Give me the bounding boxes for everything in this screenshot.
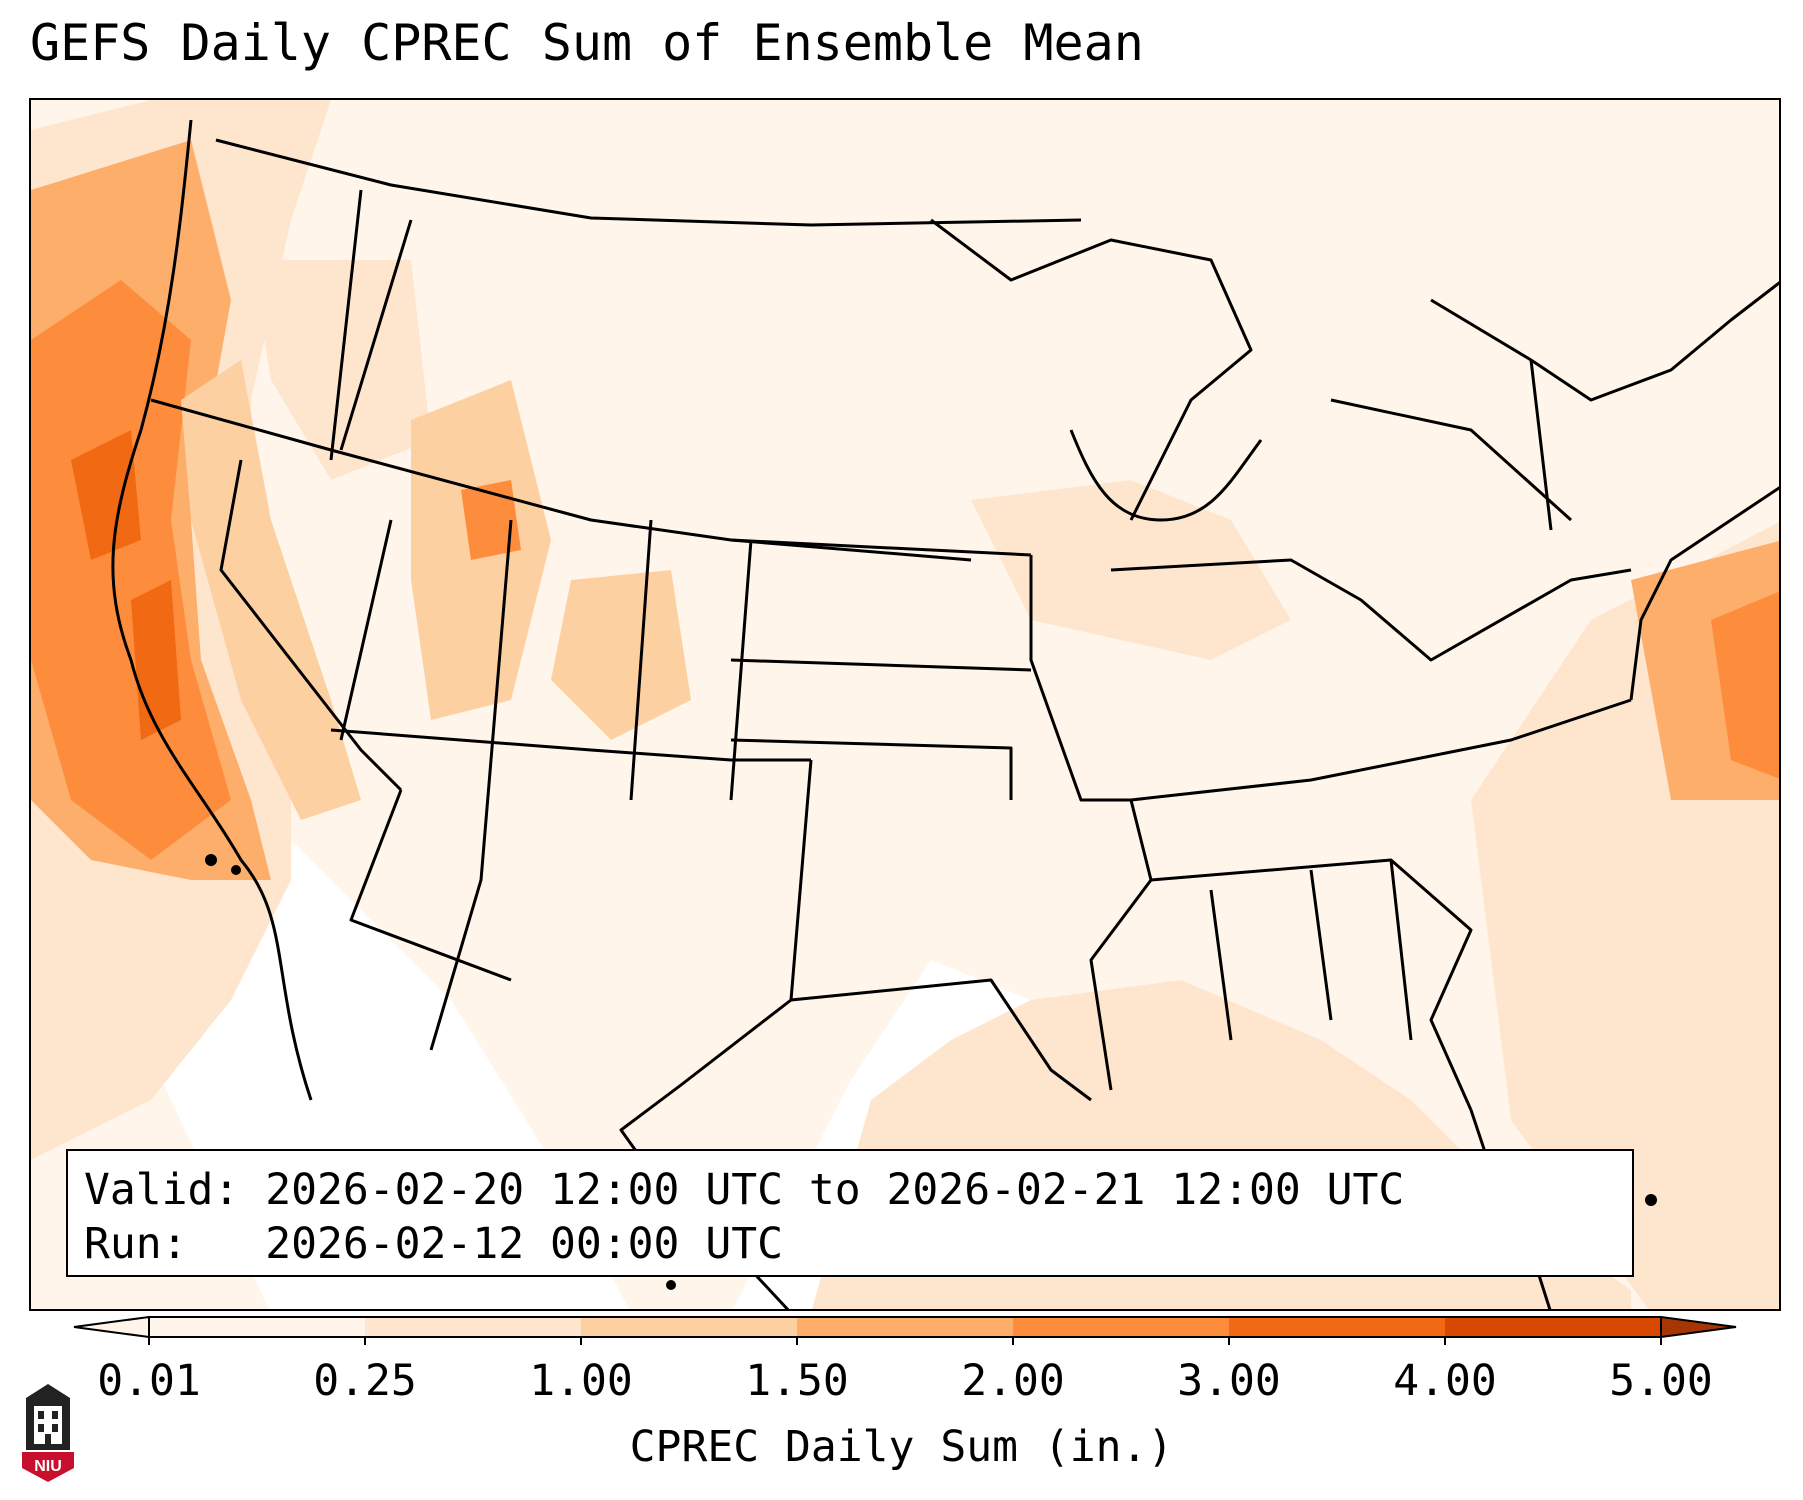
valid-run-info-box: Valid: 2026-02-20 12:00 UTC to 2026-02-2… (66, 1149, 1634, 1277)
colorbar-tick-label: 2.00 (961, 1356, 1065, 1406)
island (1645, 1194, 1657, 1206)
valid-time-text: Valid: 2026-02-20 12:00 UTC to 2026-02-2… (84, 1165, 1405, 1215)
state-boundary (1150, 858, 1473, 1111)
colorbar-label: CPREC Daily Sum (in.) (629, 1422, 1174, 1472)
state-boundary (1209, 859, 1413, 1041)
colorbar-extend-low (73, 1315, 150, 1339)
colorbar-segment (1229, 1317, 1446, 1337)
state-boundary (789, 759, 1092, 1102)
state-boundary (1430, 281, 1779, 402)
colorbar-tick-label: 1.50 (745, 1356, 849, 1406)
state-boundary (219, 459, 403, 792)
precip-area-sierra-nevada (181, 360, 361, 820)
chart-title: GEFS Daily CPREC Sum of Ensemble Mean (30, 14, 1144, 72)
state-boundary (150, 398, 972, 562)
state-boundary (1130, 698, 1632, 802)
state-boundary (1330, 359, 1573, 531)
colorbar-frame (148, 1316, 1662, 1338)
colorbar-tick-label: 1.00 (529, 1356, 633, 1406)
colorbar (73, 1315, 1737, 1345)
colorbar-segment (149, 1317, 366, 1337)
colorbar-tick-label: 5.00 (1609, 1356, 1713, 1406)
colorbar-tick-label: 3.00 (1177, 1356, 1281, 1406)
state-boundary (1110, 558, 1632, 662)
state-boundary (330, 728, 811, 982)
island (205, 854, 217, 866)
colorbar-extend-high (1660, 1315, 1737, 1339)
state-boundary (1629, 486, 1779, 701)
colorbar-segment (1013, 1317, 1230, 1337)
island (231, 865, 241, 875)
precip-map (31, 100, 1779, 1309)
colorbar-segment (581, 1317, 798, 1337)
niu-logo: NIU (22, 1384, 74, 1482)
precip-area-california-coast (31, 280, 231, 860)
colorbar-segment (365, 1317, 582, 1337)
run-time-text: Run: 2026-02-12 00:00 UTC (84, 1219, 783, 1269)
precip-area-colorado-rockies (551, 570, 691, 740)
state-boundary (215, 138, 1082, 227)
state-boundary (1069, 429, 1263, 522)
colorbar-segment (1445, 1317, 1662, 1337)
precip-area-offshore-core (71, 430, 141, 560)
island (666, 1280, 676, 1290)
state-boundary (339, 519, 513, 1051)
colorbar-tick-label: 0.01 (97, 1356, 201, 1406)
colorbar-tick-label: 0.25 (313, 1356, 417, 1406)
niu-logo-text: NIU (34, 1458, 62, 1475)
colorbar-tick-label: 4.00 (1393, 1356, 1497, 1406)
state-boundary (930, 218, 1253, 521)
state-boundary (730, 538, 1032, 800)
precip-area-wasatch-core (461, 480, 521, 560)
map-panel (29, 98, 1781, 1311)
state-boundary (329, 189, 413, 461)
state-boundary (629, 519, 753, 801)
colorbar-segment (797, 1317, 1014, 1337)
state-boundary (111, 119, 313, 1101)
precip-area-atlantic-core (1711, 591, 1779, 779)
